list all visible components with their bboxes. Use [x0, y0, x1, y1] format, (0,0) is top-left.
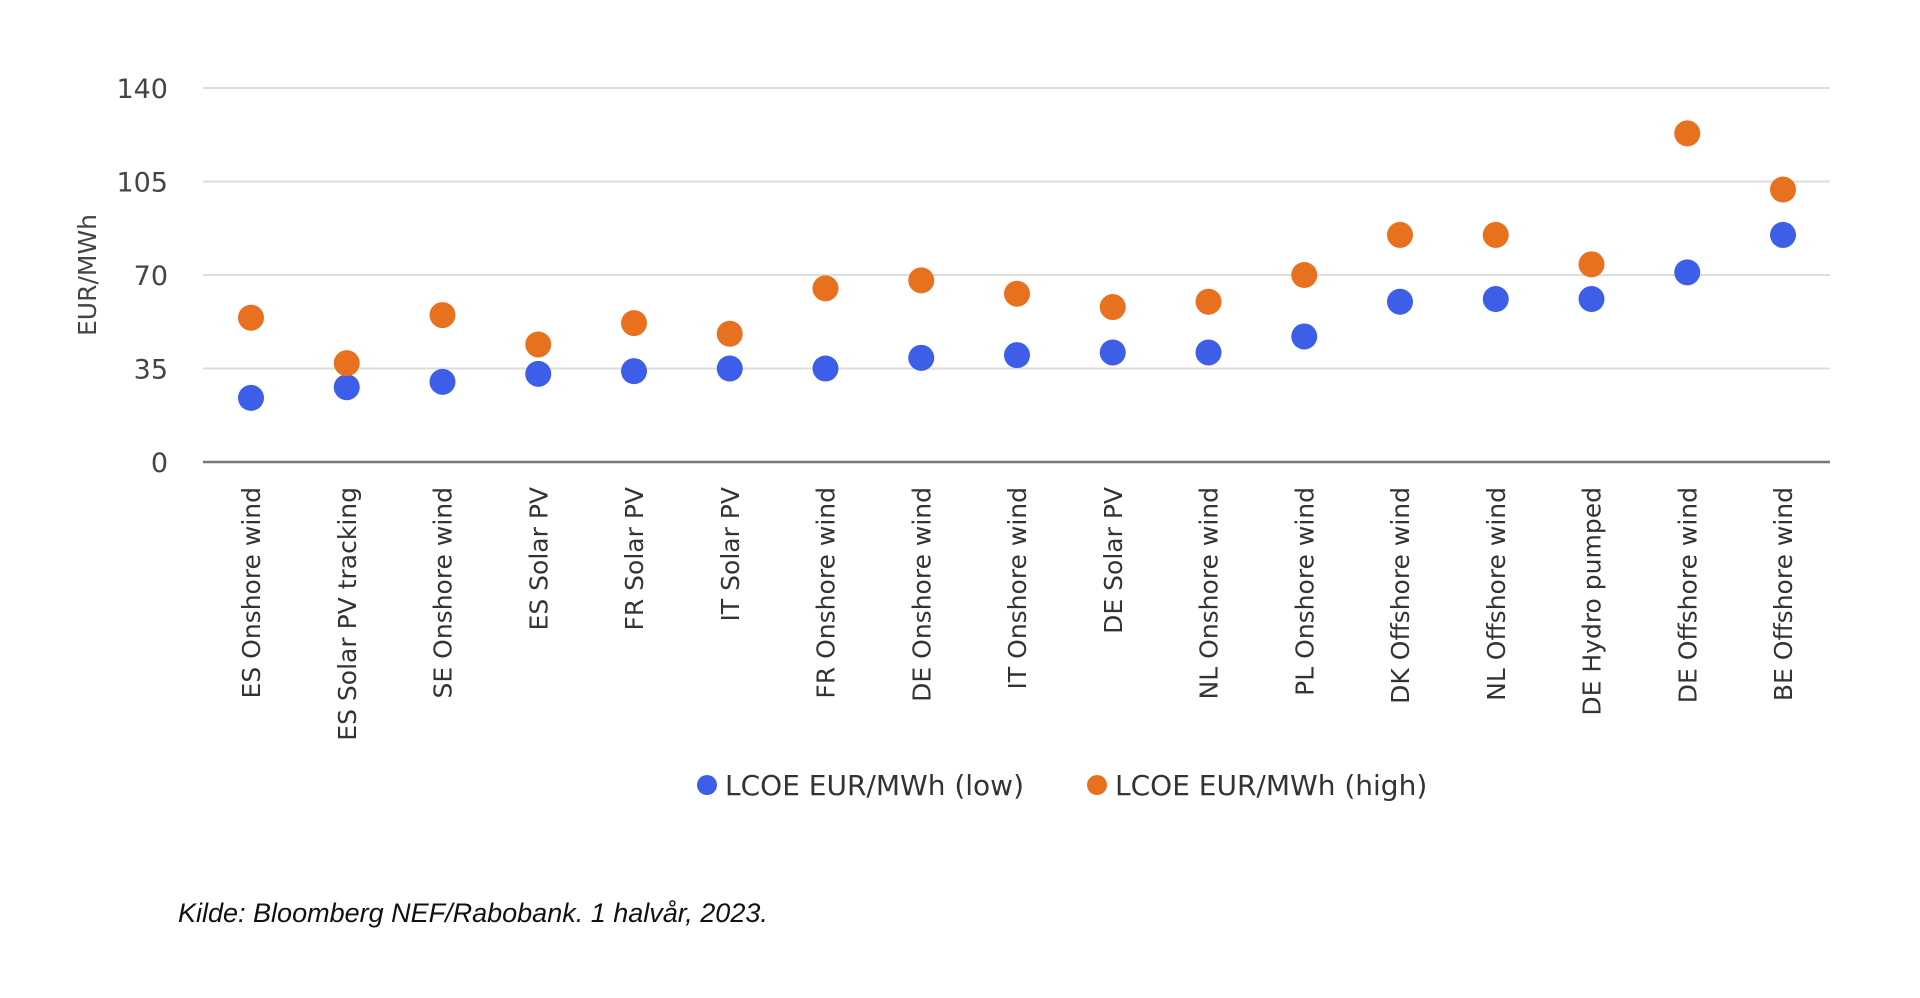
x-tick-label: ES Solar PV tracking — [333, 487, 362, 741]
point-high — [1387, 221, 1413, 248]
x-tick-label: DE Offshore wind — [1673, 487, 1702, 703]
point-high — [621, 310, 647, 337]
y-tick-label: 105 — [116, 168, 168, 199]
point-high — [1099, 294, 1126, 321]
point-high — [1195, 288, 1222, 315]
legend-label: LCOE EUR/MWh (high) — [1115, 769, 1427, 802]
x-tick-label: DE Hydro pumped — [1578, 487, 1607, 716]
x-tick-label: IT Solar PV — [716, 487, 745, 621]
point-low — [908, 344, 935, 371]
y-axis-label: EUR/MWh — [73, 214, 102, 336]
point-low — [1387, 288, 1413, 315]
point-high — [1770, 176, 1796, 203]
point-low — [812, 355, 839, 382]
x-tick-label: NL Offshore wind — [1482, 487, 1511, 701]
x-tick-label: IT Onshore wind — [1003, 487, 1032, 689]
point-low — [1291, 323, 1318, 350]
y-tick-label: 140 — [116, 74, 168, 105]
point-high — [716, 320, 743, 347]
y-tick-label: 35 — [134, 355, 168, 386]
y-tick-label: 70 — [134, 261, 168, 292]
point-low — [429, 368, 456, 395]
x-tick-label: DE Onshore wind — [907, 487, 936, 702]
point-low — [1195, 339, 1222, 366]
point-high — [1578, 251, 1605, 278]
point-low — [1099, 339, 1126, 366]
point-low — [238, 384, 264, 411]
point-low — [1770, 221, 1796, 248]
x-tick-label: BE Offshore wind — [1769, 487, 1798, 701]
legend-label: LCOE EUR/MWh (low) — [725, 769, 1024, 802]
point-low — [1482, 286, 1509, 313]
x-tick-label: SE Onshore wind — [429, 487, 458, 698]
point-high — [1004, 280, 1030, 307]
x-tick-label: DK Offshore wind — [1386, 487, 1415, 704]
point-high — [1674, 120, 1701, 147]
x-tick-label: FR Onshore wind — [812, 487, 841, 699]
x-tick-label: DE Solar PV — [1099, 487, 1128, 634]
point-low — [1674, 259, 1701, 286]
point-low — [1578, 286, 1605, 313]
point-high — [333, 350, 360, 377]
point-high — [812, 275, 839, 302]
legend-marker — [1087, 775, 1107, 795]
point-high — [1291, 262, 1318, 288]
x-tick-label: ES Solar PV — [524, 487, 553, 630]
point-high — [908, 267, 935, 294]
point-low — [716, 355, 743, 382]
point-high — [1482, 221, 1509, 248]
point-high — [238, 304, 264, 331]
point-low — [333, 374, 360, 401]
legend-marker — [697, 775, 717, 795]
point-low — [1004, 342, 1030, 369]
point-low — [525, 360, 552, 387]
x-tick-label: ES Onshore wind — [237, 487, 266, 698]
source-note: Kilde: Bloomberg NEF/Rabobank. 1 halvår,… — [178, 898, 768, 928]
point-high — [429, 302, 456, 329]
y-tick-label: 0 — [151, 448, 168, 479]
point-low — [621, 358, 647, 385]
point-high — [525, 331, 552, 358]
x-tick-label: PL Onshore wind — [1290, 487, 1319, 696]
x-tick-label: FR Solar PV — [620, 487, 649, 631]
x-tick-label: NL Onshore wind — [1195, 487, 1224, 699]
